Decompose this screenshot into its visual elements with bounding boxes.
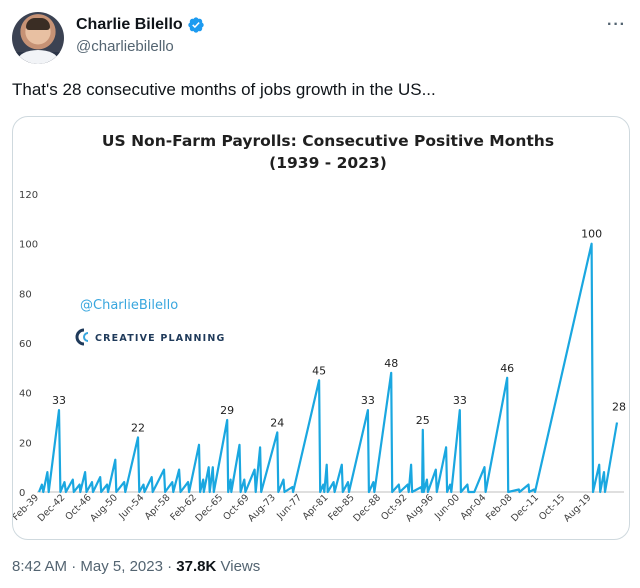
peak-label: 100 (581, 228, 602, 241)
y-tick-label: 100 (19, 240, 38, 251)
peak-label: 22 (131, 421, 145, 434)
peak-label: 48 (384, 357, 398, 370)
x-tick-label: Apr-58 (143, 492, 173, 522)
display-name[interactable]: Charlie Bilello (76, 16, 183, 33)
peak-label: 45 (312, 364, 326, 377)
y-tick-label: 120 (19, 190, 38, 201)
x-tick-label: Dec-42 (36, 492, 68, 524)
y-tick-label: 60 (19, 339, 32, 350)
x-tick-label: Aug-96 (404, 492, 436, 524)
x-tick-label: Dec-88 (351, 492, 383, 524)
peak-label: 25 (416, 414, 430, 427)
tweet-time[interactable]: 8:42 AM (12, 558, 68, 575)
chart-subtitle: (1939 - 2023) (269, 154, 387, 172)
peak-label: 33 (453, 394, 467, 407)
avatar-shirt (18, 50, 58, 64)
chart-title: US Non-Farm Payrolls: Consecutive Positi… (102, 132, 554, 150)
peak-label: 29 (220, 404, 234, 417)
peak-label: 33 (52, 394, 66, 407)
x-tick-label: Apr-81 (301, 492, 331, 522)
avatar-hair (26, 18, 50, 30)
peak-label: 28 (612, 400, 626, 413)
x-tick-label: Aug-73 (246, 492, 278, 524)
views-label: Views (220, 558, 261, 575)
author-name-row: Charlie Bilello (76, 16, 205, 34)
x-axis-ticks: Feb-39Dec-42Oct-46Aug-50Jun-54Apr-58Feb-… (13, 492, 594, 524)
peak-label: 46 (500, 362, 514, 375)
views-count[interactable]: 37.8K (176, 558, 217, 575)
verified-badge-icon[interactable] (187, 16, 205, 34)
x-tick-label: Jun-54 (116, 492, 146, 522)
y-axis-ticks: 0 20 40 60 80 100 120 (19, 190, 38, 499)
meta-separator: · (167, 558, 173, 575)
tweet-meta: 8:42 AM · May 5, 2023 · 37.8K Views (12, 558, 260, 575)
y-tick-label: 80 (19, 289, 32, 300)
y-tick-label: 0 (19, 488, 25, 499)
x-tick-label: Dec-65 (194, 492, 226, 524)
watermark-brand: CREATIVE PLANNING (95, 333, 226, 344)
watermark: @CharlieBilello CREATIVE PLANNING (75, 298, 226, 346)
user-handle[interactable]: @charliebilello (76, 38, 174, 55)
y-tick-label: 20 (19, 438, 32, 449)
x-tick-label: Jun-77 (274, 492, 304, 522)
peak-label: 33 (361, 394, 375, 407)
chart-svg: US Non-Farm Payrolls: Consecutive Positi… (13, 132, 626, 524)
avatar[interactable] (12, 12, 64, 64)
x-tick-label: Jun-00 (432, 492, 462, 522)
creative-planning-logo-icon (75, 328, 89, 346)
x-tick-label: Aug-50 (88, 492, 120, 524)
peak-labels: 33 22 29 24 45 33 48 25 33 46 100 28 (52, 228, 626, 435)
meta-separator: · (71, 558, 77, 575)
tweet-media-chart[interactable]: US Non-Farm Payrolls: Consecutive Positi… (12, 116, 630, 540)
tweet-text: That's 28 consecutive months of jobs gro… (12, 80, 436, 99)
x-tick-label: Aug-19 (562, 492, 594, 524)
more-icon[interactable]: ··· (607, 16, 626, 33)
y-tick-label: 40 (19, 389, 32, 400)
tweet-date[interactable]: May 5, 2023 (80, 558, 163, 575)
x-tick-label: Dec-11 (509, 492, 541, 524)
x-tick-label: Apr-04 (458, 492, 488, 522)
watermark-handle: @CharlieBilello (80, 298, 178, 313)
peak-label: 24 (270, 416, 284, 429)
series-line-consecutive-positive-months (37, 242, 619, 494)
